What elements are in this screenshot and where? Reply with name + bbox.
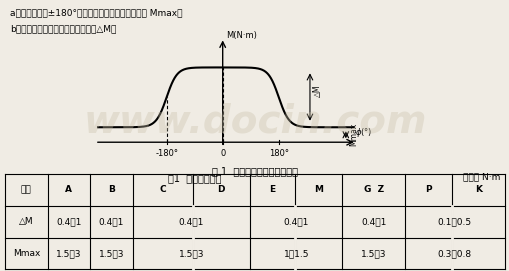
Text: P: P: [425, 185, 431, 194]
Text: $\phi$(°): $\phi$(°): [354, 126, 372, 139]
Text: 1.5～3: 1.5～3: [360, 249, 386, 258]
Text: 0.4～1: 0.4～1: [98, 217, 124, 226]
Text: 1.5～3: 1.5～3: [98, 249, 124, 258]
Text: C: C: [159, 185, 165, 194]
Text: B: B: [108, 185, 115, 194]
Text: 0.4～1: 0.4～1: [283, 217, 308, 226]
Text: G  Z: G Z: [363, 185, 383, 194]
Text: 系列: 系列: [21, 185, 32, 194]
Text: b）最大输入扮距与最小扮矩之差为△M。: b）最大输入扮距与最小扮矩之差为△M。: [10, 24, 117, 33]
Text: M: M: [314, 185, 323, 194]
Text: 图 1  空载转动力矩试验示意图: 图 1 空载转动力矩试验示意图: [212, 167, 297, 177]
Text: a）在中间位置±180°范围内输入扮矩最大，其值为 Mmax；: a）在中间位置±180°范围内输入扮矩最大，其值为 Mmax；: [10, 8, 182, 17]
Text: 0.4～1: 0.4～1: [178, 217, 204, 226]
Text: -180°: -180°: [155, 149, 178, 158]
Text: M(N·m): M(N·m): [225, 31, 256, 40]
Text: 单位为 N·m: 单位为 N·m: [462, 173, 499, 182]
Text: 1.5～3: 1.5～3: [178, 249, 204, 258]
Text: E: E: [269, 185, 275, 194]
Text: www.docin.com: www.docin.com: [83, 103, 426, 141]
Text: Mmax: Mmax: [349, 123, 357, 146]
Text: 0.4～1: 0.4～1: [56, 217, 81, 226]
Text: 1.5～3: 1.5～3: [56, 249, 81, 258]
Text: 0.1～0.5: 0.1～0.5: [437, 217, 471, 226]
Text: △M: △M: [313, 85, 322, 97]
Text: △M: △M: [19, 217, 34, 226]
Text: K: K: [474, 185, 481, 194]
Text: A: A: [65, 185, 72, 194]
Text: 表1  空载转动力矩: 表1 空载转动力矩: [168, 173, 221, 183]
Text: 0.3～0.8: 0.3～0.8: [437, 249, 471, 258]
Text: 0.4～1: 0.4～1: [360, 217, 386, 226]
Text: D: D: [217, 185, 224, 194]
Text: 1～1.5: 1～1.5: [283, 249, 308, 258]
Text: Mmax: Mmax: [13, 249, 40, 258]
Text: 180°: 180°: [268, 149, 288, 158]
Text: 0: 0: [220, 149, 225, 158]
